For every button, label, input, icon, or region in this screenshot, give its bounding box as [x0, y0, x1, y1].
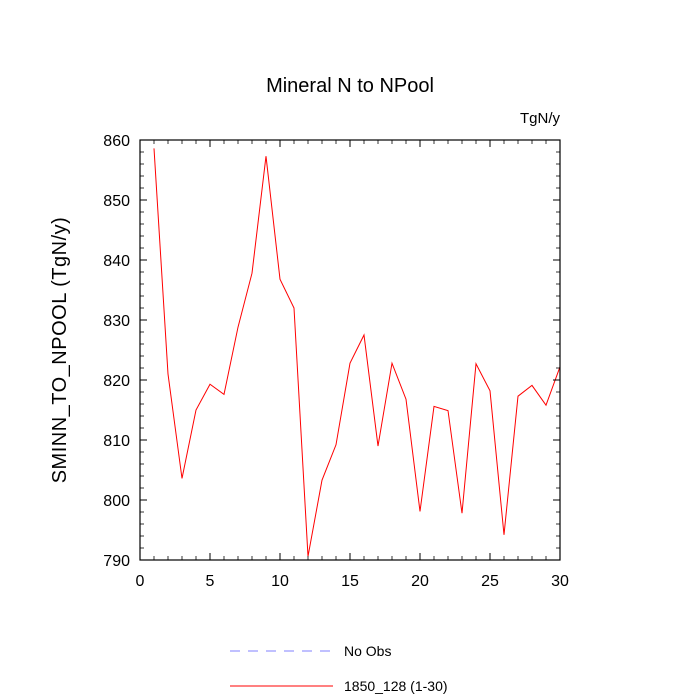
plot-frame — [139, 139, 561, 561]
y-tick-label: 800 — [103, 493, 130, 510]
y-tick-label: 830 — [103, 313, 130, 330]
x-tick-label: 20 — [411, 573, 429, 590]
x-tick-label: 0 — [136, 573, 145, 590]
legend-label: 1850_128 (1-30) — [344, 678, 448, 694]
x-tick-label: 15 — [341, 573, 359, 590]
ticks-layer: 0 5 10 15 20 25 30 790 800 810 820 830 840 850 860 — [103, 133, 569, 590]
y-tick-label: 850 — [103, 193, 130, 210]
series-line — [153, 148, 561, 557]
chart-title: Mineral N to NPool — [266, 75, 434, 97]
x-tick-label: 10 — [271, 573, 289, 590]
y-tick-label: 820 — [103, 373, 130, 390]
x-tick-label: 5 — [206, 573, 215, 590]
y-tick-label: 860 — [103, 133, 130, 150]
legend-label: No Obs — [344, 643, 391, 659]
units-label: TgN/y — [520, 110, 561, 127]
y-tick-label: 790 — [103, 553, 130, 570]
x-tick-label: 25 — [481, 573, 499, 590]
legend: No Obs 1850_128 (1-30) — [230, 643, 448, 694]
y-axis-label: SMINN_TO_NPOOL (TgN/y) — [49, 217, 71, 484]
y-tick-label: 810 — [103, 433, 130, 450]
y-tick-label: 840 — [103, 253, 130, 270]
series-layer — [153, 148, 561, 557]
x-tick-label: 30 — [551, 573, 569, 590]
